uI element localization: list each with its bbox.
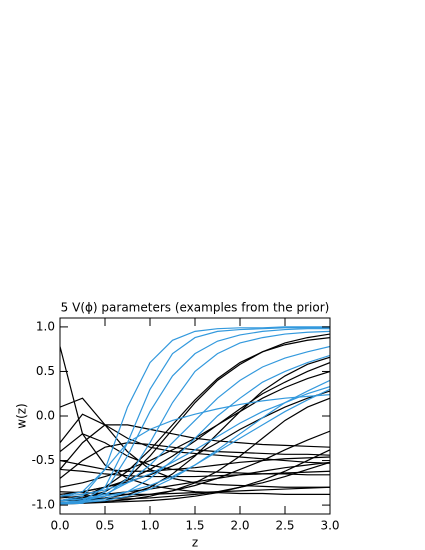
series-line bbox=[60, 433, 330, 476]
y-tick-label: -1.0 bbox=[32, 498, 55, 512]
series-line bbox=[60, 356, 330, 502]
x-tick-label: 0.0 bbox=[50, 519, 69, 533]
y-tick-label: 1.0 bbox=[36, 319, 55, 333]
y-tick-label: 0.5 bbox=[36, 364, 55, 378]
series-line bbox=[60, 327, 330, 504]
x-tick-label: 0.5 bbox=[95, 519, 114, 533]
series-line bbox=[60, 328, 330, 505]
series-line bbox=[60, 390, 330, 497]
series-line bbox=[60, 354, 330, 504]
chart-title: 5 V(ϕ) parameters (examples from the pri… bbox=[61, 301, 330, 315]
y-axis-label: w(z) bbox=[15, 403, 29, 428]
series-line bbox=[60, 345, 330, 502]
x-tick-label: 1.0 bbox=[140, 519, 159, 533]
x-tick-label: 3.0 bbox=[320, 519, 339, 533]
y-tick-label: 0.0 bbox=[36, 409, 55, 423]
y-tick-label: -0.5 bbox=[32, 453, 55, 467]
series-line bbox=[60, 394, 330, 497]
x-tick-label: 2.0 bbox=[230, 519, 249, 533]
x-tick-label: 2.5 bbox=[275, 519, 294, 533]
series-line bbox=[60, 397, 330, 504]
series-line bbox=[60, 486, 330, 495]
plot-frame bbox=[59, 317, 331, 515]
series-line bbox=[60, 388, 330, 502]
series-line bbox=[60, 346, 330, 495]
plot-lines bbox=[60, 326, 330, 505]
x-tick-label: 1.5 bbox=[185, 519, 204, 533]
series-line bbox=[60, 370, 330, 488]
series-line bbox=[60, 468, 330, 478]
series-line bbox=[60, 386, 330, 497]
series-line bbox=[60, 424, 330, 470]
x-axis-label: z bbox=[192, 536, 198, 550]
series-line bbox=[60, 449, 330, 505]
